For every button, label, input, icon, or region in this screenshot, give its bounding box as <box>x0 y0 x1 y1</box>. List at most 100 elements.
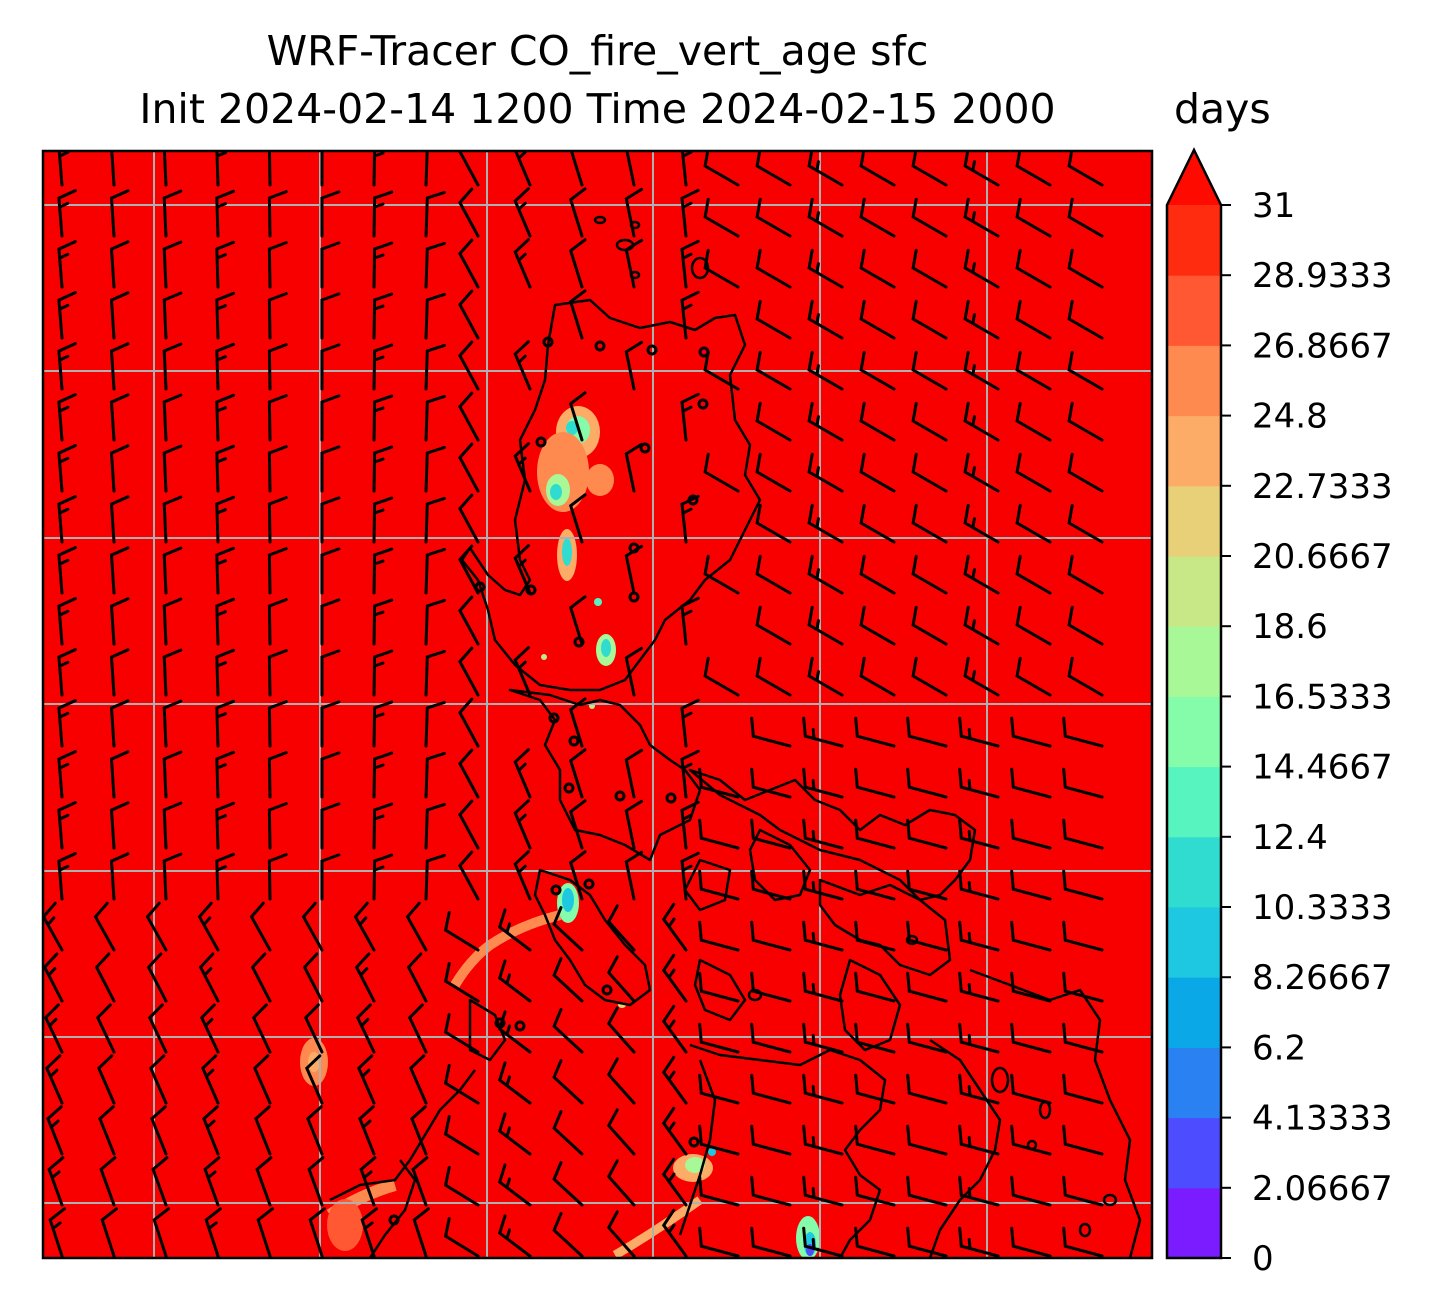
station-marker <box>614 790 626 802</box>
wind-barb <box>95 1003 116 1054</box>
wind-barb <box>906 1226 948 1258</box>
wind-barb <box>963 299 1000 340</box>
wind-barb <box>424 343 446 391</box>
wind-barb <box>320 496 341 544</box>
station-marker <box>514 1020 526 1032</box>
wind-barb <box>1010 1226 1052 1258</box>
wind-barb <box>1062 716 1104 748</box>
wind-barb <box>750 1022 792 1054</box>
wind-barb <box>109 495 130 544</box>
wind-barb <box>802 869 844 901</box>
wind-barb <box>906 1175 948 1207</box>
wind-barb <box>46 1105 64 1156</box>
wind-barb <box>568 493 587 544</box>
wind-barb <box>807 151 844 187</box>
wind-barb <box>355 1003 376 1054</box>
wind-barb <box>1067 350 1104 391</box>
wind-barb <box>152 1207 170 1258</box>
wind-barb <box>680 188 700 238</box>
wind-barb <box>424 241 446 289</box>
wind-barb <box>1067 554 1104 595</box>
wind-barbs <box>43 151 1104 1258</box>
wind-barb <box>57 852 77 901</box>
colorbar-extend-arrow <box>1167 150 1221 205</box>
wind-barb <box>197 901 220 952</box>
wind-barb <box>680 494 700 544</box>
wind-barb <box>854 1022 896 1054</box>
wind-barb <box>57 597 77 646</box>
wind-barb <box>57 291 77 340</box>
wind-barb <box>606 1210 636 1258</box>
wind-barb <box>1062 767 1104 799</box>
wind-barb <box>357 1054 376 1105</box>
wind-barb <box>320 700 341 748</box>
wind-barb <box>568 391 587 442</box>
wind-barb <box>215 546 235 595</box>
wind-barb <box>215 240 235 289</box>
wind-barb <box>320 853 341 901</box>
wind-barb <box>372 802 394 850</box>
colorbar-tick-label: 0 <box>1252 1239 1274 1279</box>
wind-barb <box>911 248 948 289</box>
wind-barb <box>963 503 1000 544</box>
wind-barb <box>698 1226 740 1258</box>
wind-barb <box>513 151 532 187</box>
colorbar-tick-label: 18.6 <box>1252 607 1328 647</box>
wind-barb <box>372 853 394 901</box>
wind-barb <box>354 952 376 1003</box>
wind-barb <box>624 646 644 697</box>
wind-barb <box>807 554 844 595</box>
colorbar-band <box>1167 415 1221 487</box>
wind-barb <box>215 393 235 442</box>
wind-barb <box>162 393 183 442</box>
wind-barb <box>215 444 235 493</box>
wind-barb <box>698 869 740 901</box>
wind-barb <box>267 751 288 799</box>
wind-barb <box>424 445 446 493</box>
wind-barb <box>267 853 288 901</box>
wind-barb <box>661 1208 688 1258</box>
colorbar-band <box>1167 836 1221 908</box>
wind-barb <box>911 656 948 697</box>
wind-barb <box>807 197 844 238</box>
wind-barb <box>958 869 1000 901</box>
wind-barb <box>661 1106 688 1156</box>
wind-barb <box>680 290 700 340</box>
wind-barb <box>755 656 792 697</box>
wind-barb <box>202 1105 220 1156</box>
wind-barb <box>1062 1124 1104 1156</box>
wind-barb <box>755 350 792 391</box>
wind-barb <box>624 544 644 595</box>
wind-barb <box>109 189 130 238</box>
wind-barb <box>45 1054 64 1105</box>
wind-barb <box>458 238 480 289</box>
wind-barb <box>1015 605 1052 646</box>
wind-barb <box>372 751 394 799</box>
wind-barb <box>1062 1073 1104 1105</box>
wind-barb <box>624 850 644 901</box>
wind-barb <box>624 238 644 289</box>
wind-barb <box>358 1105 376 1156</box>
wind-barb <box>807 401 844 442</box>
wind-barb <box>1010 920 1052 952</box>
wind-barb <box>958 716 1000 748</box>
wind-barb <box>359 1156 377 1207</box>
wind-barb <box>906 767 948 799</box>
wind-barb <box>1062 1022 1104 1054</box>
wind-barb <box>750 869 792 901</box>
wind-barb <box>320 292 341 340</box>
colorbar-band <box>1167 907 1221 978</box>
wind-barb <box>372 151 385 187</box>
wind-barb <box>906 869 948 901</box>
wind-barb <box>661 1157 688 1207</box>
wind-barb <box>552 1161 584 1207</box>
wind-barb <box>513 238 532 289</box>
wind-barb <box>552 1008 584 1054</box>
wind-barb <box>1062 971 1104 1003</box>
wind-barb <box>568 697 587 748</box>
colorbar-tick-label: 24.8 <box>1252 397 1328 437</box>
wind-barb <box>1010 1175 1052 1207</box>
wind-barb <box>215 801 235 850</box>
wind-barb <box>750 767 792 799</box>
wind-barb <box>1067 299 1104 340</box>
